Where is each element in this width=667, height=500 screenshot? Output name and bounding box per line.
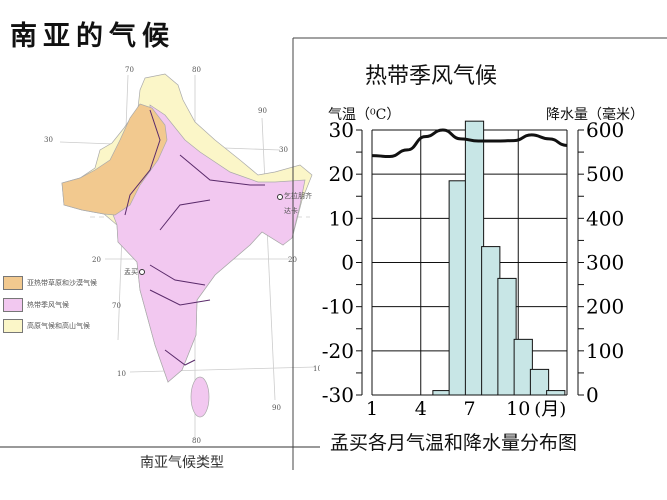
right-tick-label: 300 [586, 251, 624, 275]
legend-item: 高原气候和高山气候 [3, 319, 90, 333]
precip-bar [464, 120, 485, 396]
left-tick-label: 0 [341, 251, 354, 275]
left-axis-title: 气温（⁰C） [328, 107, 401, 123]
left-tick-label: 20 [329, 162, 354, 186]
grid-label: 10 [117, 370, 126, 378]
grid-label: 30 [279, 146, 288, 154]
left-tick-label: -10 [322, 295, 354, 319]
grid-label: 90 [258, 107, 267, 115]
right-tick-label: 100 [586, 339, 624, 363]
grid-label: 80 [192, 66, 201, 74]
grid-label: 20 [288, 256, 297, 264]
left-tick-label: 30 [329, 118, 354, 142]
chart-title: 热带季风气候 [365, 64, 498, 89]
grid-label: 90 [272, 404, 281, 412]
x-tick-label: 7 [463, 398, 475, 420]
grid-label: 70 [112, 302, 121, 310]
x-tick-label: 4 [415, 398, 427, 420]
precip-bar [432, 390, 452, 396]
right-axis-title: 降水量（毫米） [546, 107, 644, 123]
right-tick-label: 600 [586, 118, 624, 142]
map-caption: 南亚气候类型 [140, 455, 224, 471]
right-tick-label: 200 [586, 295, 624, 319]
grid-label: 80 [192, 437, 201, 445]
precip-bar [513, 338, 533, 396]
left-tick-label: 10 [329, 206, 354, 230]
mumbai-marker [139, 269, 145, 275]
precip-bar [448, 180, 468, 396]
rivers-borders [124, 109, 265, 366]
legend-swatch [3, 319, 23, 333]
x-tick-label: 1 [366, 398, 378, 420]
precip-bar [481, 246, 501, 396]
precip-bar [546, 390, 566, 396]
right-tick-label: 500 [586, 162, 624, 186]
region-subtropical-desert [61, 103, 168, 216]
place-label: 乞拉朋齐 [284, 191, 312, 200]
x-unit-label: (月) [534, 399, 566, 420]
place-label: 达卡 [284, 206, 298, 215]
legend-swatch [3, 298, 23, 312]
parallel-10 [129, 366, 316, 373]
legend-item: 热带季风气候 [3, 298, 69, 312]
temperature-line [371, 128, 568, 159]
sri-lanka [190, 376, 210, 418]
grid-label: 70 [125, 66, 134, 74]
chart-caption: 孟买各月气温和降水量分布图 [330, 432, 578, 454]
legend-label: 高原气候和高山气候 [27, 322, 90, 330]
legend-item: 亚热带草原和沙漠气候 [3, 276, 97, 290]
precip-bar [529, 368, 550, 396]
left-tick-label: -30 [322, 383, 354, 407]
x-tick-label: 10 [506, 398, 530, 420]
legend-label: 亚热带草原和沙漠气候 [27, 279, 97, 287]
south-asia-climate-map: 70 80 90 30 30 20 20 70 10 10 90 80 乞拉朋齐… [44, 66, 320, 445]
cherrapunji-marker [277, 194, 283, 200]
right-tick-label: 0 [586, 383, 599, 407]
grid-label: 30 [44, 136, 53, 144]
precip-bar [497, 277, 517, 396]
grid-label: 10 [313, 365, 320, 373]
legend-label: 热带季风气候 [27, 301, 69, 309]
page-title: 南亚的气候 [10, 21, 175, 52]
left-tick-label: -20 [322, 339, 354, 363]
legend-swatch [3, 276, 23, 290]
place-label: 孟买 [124, 267, 138, 276]
map-divider [0, 446, 320, 448]
right-tick-label: 400 [586, 206, 624, 230]
grid-label: 20 [92, 256, 101, 264]
